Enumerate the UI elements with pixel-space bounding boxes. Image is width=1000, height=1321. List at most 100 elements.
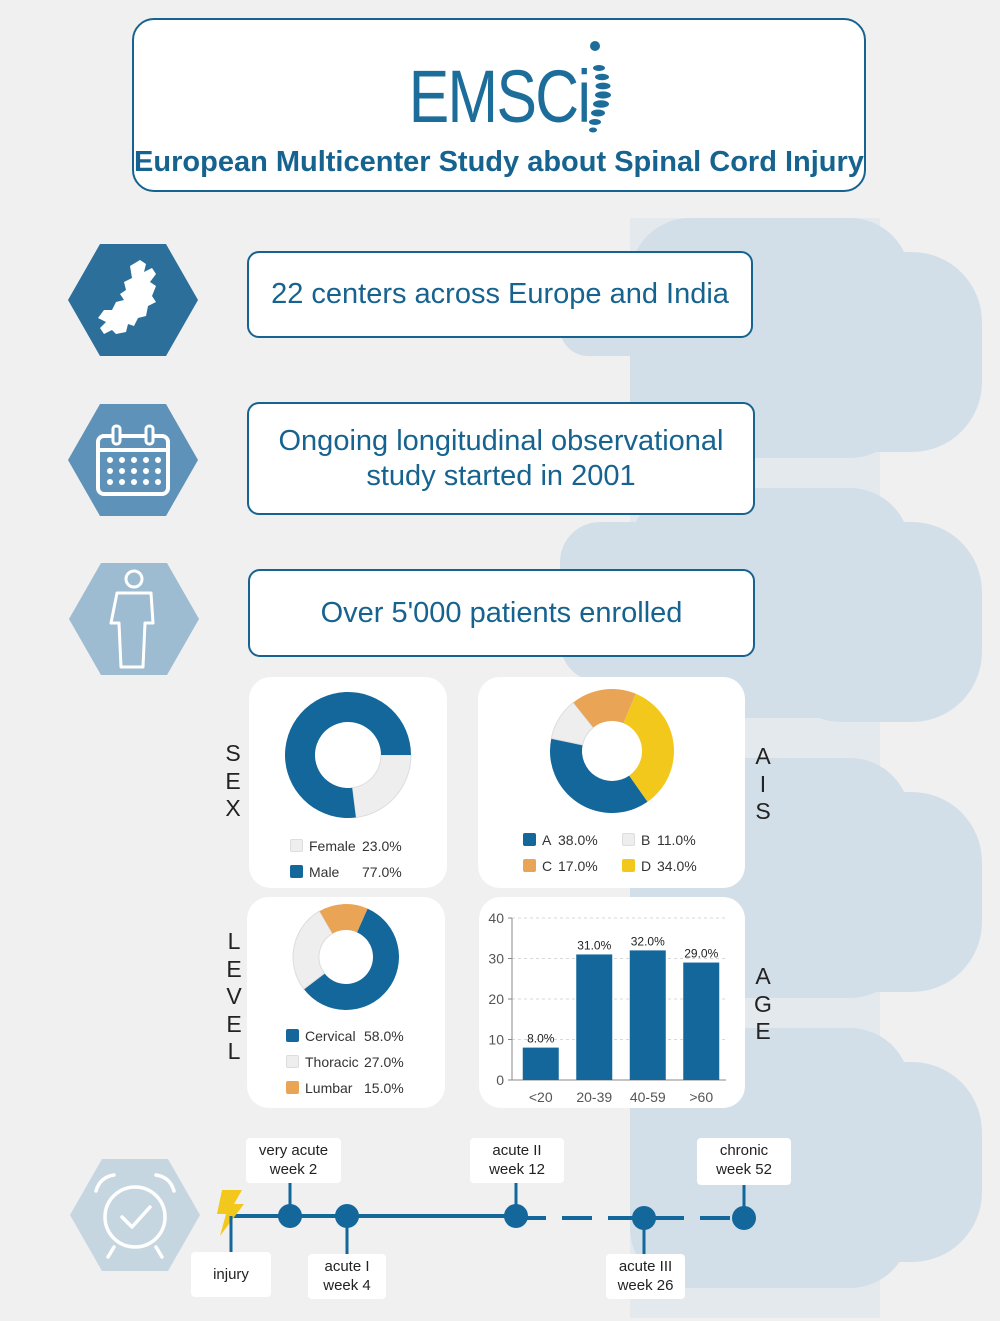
calendar-icon [68,404,198,516]
timeline-label-line: week 12 [489,1161,545,1178]
y-tick-label: 0 [496,1072,504,1088]
vertical-label-letter: S [225,740,241,766]
vertical-label-letter: L [227,928,241,954]
legend-swatch [286,1055,299,1068]
legend-value: 15.0% [364,1080,404,1096]
donut-slice-a [550,738,648,813]
data-label: 29.0% [684,947,718,961]
vertical-label-letter: V [226,983,242,1009]
timeline-label-line: acute III [618,1258,673,1275]
timeline-label-line: very acute [258,1142,329,1159]
timeline-node [504,1204,528,1228]
data-label: 8.0% [527,1032,555,1046]
fact-centers: 22 centers across Europe and India [247,251,753,338]
logo-text: EMSCi [408,55,591,138]
timeline-label: very acute week 2 [246,1138,341,1183]
legend-swatch [523,833,536,846]
fact-study: Ongoing longitudinal observational study… [247,402,755,515]
spine-logo-icon [589,41,611,133]
person-icon [69,563,199,675]
legend-value: 23.0% [362,838,402,854]
vertical-label-letter: G [754,990,772,1017]
bar [522,1047,559,1080]
legend-value: 77.0% [362,864,402,880]
donut-slice-male [285,692,411,818]
fact-patients: Over 5'000 patients enrolled [248,569,755,657]
legend-swatch [622,833,635,846]
legend-label: Male [309,864,340,880]
fact-centers-text: 22 centers across Europe and India [271,278,729,310]
legend-label: Thoracic [305,1054,359,1070]
legend-label: C [542,858,553,874]
background-shape [772,1062,982,1262]
legend-swatch [286,1081,299,1094]
europe-map-icon [68,244,198,356]
fact-study-line-1: Ongoing longitudinal observational [278,424,724,457]
donut-slice-d [623,693,674,802]
alarm-clock-icon [70,1159,200,1271]
fact-study-line-2: study started in 2001 [366,459,636,492]
timeline-node [278,1204,302,1228]
vertical-label-letter: E [755,1018,771,1044]
legend-label: D [641,858,652,874]
legend-value: 34.0% [657,858,697,874]
timeline-node [335,1204,359,1228]
data-label: 31.0% [577,938,611,952]
ais-donut-chart [550,689,674,813]
x-tick-label: >60 [689,1089,713,1105]
sex-donut-chart [285,692,412,819]
bar [576,954,613,1080]
timeline-label: acute I week 4 [308,1254,386,1299]
legend-label: A [542,832,552,848]
timeline-label-line: chronic [719,1142,769,1159]
legend-value: 38.0% [558,832,598,848]
timeline-label-line: acute I [324,1258,370,1275]
donut-slice-thoracic [292,910,334,990]
timeline-label: acute II week 12 [470,1138,564,1183]
legend-swatch [523,859,536,872]
legend-label: Lumbar [305,1080,353,1096]
background-shape [772,252,982,452]
x-tick-label: 40-59 [630,1089,666,1105]
legend-label: Cervical [305,1028,356,1044]
vertical-label-letter: L [227,1038,241,1064]
bar [629,950,666,1080]
legend-item: Female 23.0% [290,838,440,854]
timeline-label: acute III week 26 [606,1254,685,1299]
x-tick-label: <20 [529,1089,553,1105]
legend-swatch [286,1029,299,1042]
fact-patients-text: Over 5'000 patients enrolled [320,596,683,629]
legend-swatch [622,859,635,872]
y-tick-label: 30 [488,951,504,967]
vertical-label-letter: A [755,963,771,989]
page-title: European Multicenter Study about Spinal … [134,146,864,178]
timeline-label-line: acute II [492,1142,542,1159]
timeline-label-line: injury [213,1266,249,1283]
legend-value: 58.0% [364,1028,404,1044]
background-shape [772,792,982,992]
vertical-label-letter: I [759,770,767,797]
age-bar-chart: 0 10 20 30 40 8.0% <20 31.0% 20-39 32.0% 40-59 29.0… [488,910,726,1105]
background-shape [772,522,982,722]
legend-value: 17.0% [558,858,598,874]
level-chart-card: Cervical 58.0% Thoracic 27.0% Lumbar 15.… [247,897,445,1108]
legend-label: B [641,832,651,848]
vertical-label-letter: E [226,1010,242,1037]
y-tick-label: 20 [488,991,504,1007]
legend-item: Male 77.0% [290,864,440,880]
legend-label: Female [309,838,356,854]
age-chart-card: 0 10 20 30 40 8.0% <20 31.0% 20-39 32.0% 40-59 29.0… [479,897,745,1108]
data-label: 32.0% [631,934,665,948]
x-tick-label: 20-39 [576,1089,612,1105]
vertical-label-letter: X [225,795,241,821]
donut-slice-lumbar [319,904,368,934]
y-tick-label: 40 [488,910,504,926]
timeline-label-line: week 2 [269,1161,318,1178]
legend-swatch [290,839,303,852]
legend-value: 11.0% [657,832,696,848]
level-donut-chart [292,904,399,1010]
